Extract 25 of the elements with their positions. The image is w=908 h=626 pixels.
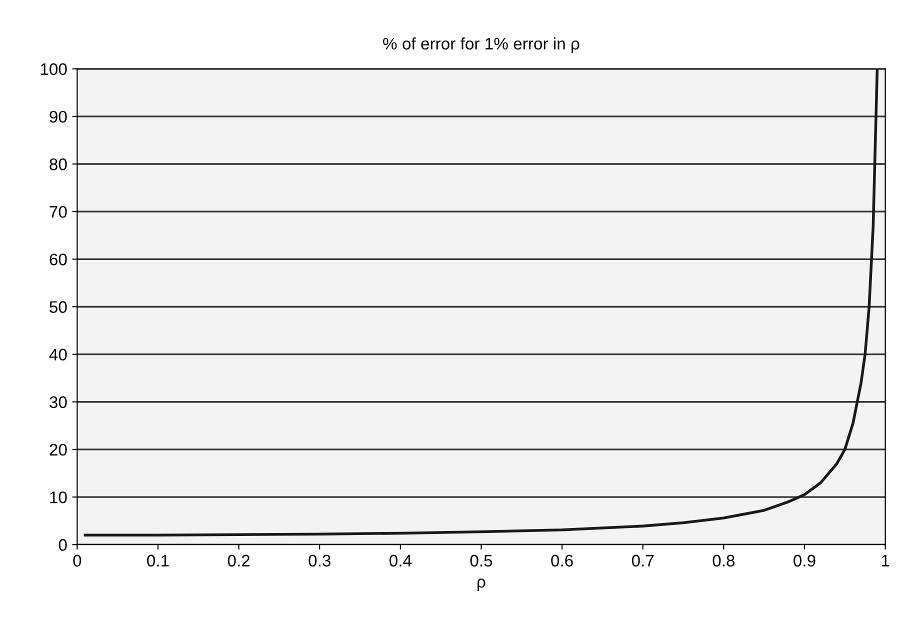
y-tick-label: 100 [40, 63, 67, 76]
y-tick-label: 0 [58, 539, 67, 551]
y-tick-label: 40 [49, 348, 67, 361]
x-tick-label: 0.2 [228, 554, 250, 567]
y-tick-label: 20 [50, 444, 67, 456]
y-tick-label: 70 [50, 206, 67, 218]
x-tick-label: 0.4 [389, 554, 412, 567]
y-tick-label: 90 [50, 110, 67, 123]
y-tick-label: 80 [50, 158, 67, 170]
x-tick-label: 0.8 [712, 554, 735, 567]
x-tick-label: 0.3 [308, 554, 330, 567]
x-tick-label: 1 [882, 554, 890, 566]
x-axis-title: ρ [478, 578, 486, 591]
x-tick-label: 0 [73, 554, 82, 567]
x-tick-label: 0.7 [632, 554, 654, 567]
x-tick-label: 0.5 [470, 554, 492, 567]
x-tick-label: 0.6 [551, 554, 573, 567]
x-tick-label: 0.9 [794, 554, 816, 567]
y-tick-label: 60 [50, 254, 67, 266]
y-tick-label: 50 [50, 301, 67, 313]
line-series [84, 68, 879, 536]
y-tick-label: 30 [50, 396, 67, 408]
x-tick-label: 0.1 [147, 554, 169, 567]
y-tick-label: 10 [50, 491, 67, 504]
chart-title: % of error for 1% error in ρ [383, 37, 580, 53]
